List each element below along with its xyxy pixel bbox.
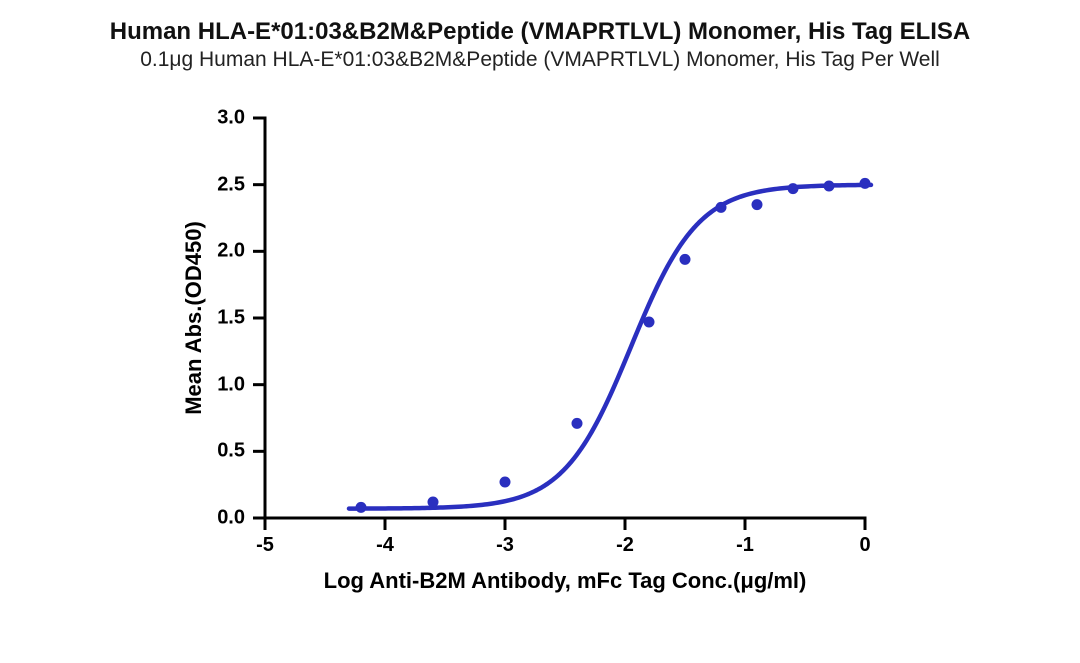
data-point — [716, 202, 727, 213]
data-point — [860, 178, 871, 189]
x-axis-label: Log Anti-B2M Antibody, mFc Tag Conc.(μg/… — [265, 568, 865, 594]
y-tick-label: 2.5 — [209, 173, 245, 196]
x-tick-label: -4 — [376, 534, 394, 557]
data-point — [752, 199, 763, 210]
data-point — [572, 418, 583, 429]
x-tick-label: -2 — [616, 534, 634, 557]
chart-figure: Human HLA-E*01:03&B2M&Peptide (VMAPRTLVL… — [0, 0, 1080, 663]
y-tick-label: 0.0 — [209, 507, 245, 530]
data-point — [500, 477, 511, 488]
axes — [265, 118, 865, 518]
y-tick-label: 1.5 — [209, 307, 245, 330]
data-point — [824, 181, 835, 192]
y-tick-label: 1.0 — [209, 373, 245, 396]
chart-plot — [0, 0, 1080, 663]
x-tick-label: -5 — [256, 534, 274, 557]
y-tick-label: 0.5 — [209, 440, 245, 463]
x-tick-label: -3 — [496, 534, 514, 557]
fit-curve — [349, 185, 871, 509]
data-point — [644, 317, 655, 328]
x-tick-label: -1 — [736, 534, 754, 557]
data-point — [356, 502, 367, 513]
y-tick-label: 2.0 — [209, 240, 245, 263]
y-tick-label: 3.0 — [209, 107, 245, 130]
data-point — [680, 254, 691, 265]
data-point — [788, 183, 799, 194]
y-axis-label: Mean Abs.(OD450) — [181, 118, 207, 518]
x-tick-label: 0 — [859, 534, 870, 557]
data-point — [428, 497, 439, 508]
